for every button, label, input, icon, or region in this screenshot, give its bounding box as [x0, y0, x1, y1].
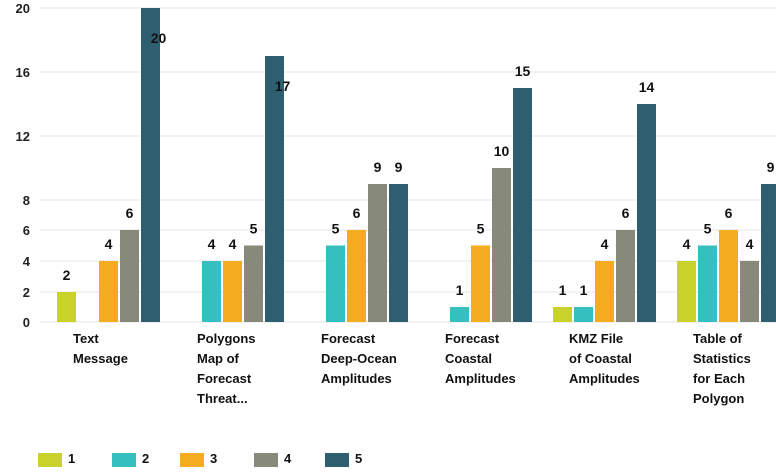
bar: [265, 56, 284, 322]
category-label: Forecast: [445, 331, 500, 346]
category-label: KMZ File: [569, 331, 623, 346]
data-label: 4: [105, 236, 113, 252]
legend-swatch: [180, 453, 204, 467]
category-label: Table of: [693, 331, 743, 346]
category-label: Coastal: [445, 351, 492, 366]
bar: [698, 245, 717, 322]
y-tick-label: 6: [23, 223, 30, 238]
data-label: 9: [395, 159, 403, 175]
category-label: Deep-Ocean: [321, 351, 397, 366]
data-label: 5: [704, 221, 712, 237]
data-label: 17: [275, 78, 291, 94]
bar: [574, 307, 593, 322]
data-label: 6: [353, 205, 361, 221]
data-label: 5: [332, 221, 340, 237]
data-label: 2: [63, 267, 71, 283]
data-label: 9: [374, 159, 382, 175]
category-label: Map of: [197, 351, 240, 366]
bar: [719, 230, 738, 322]
y-tick-label: 0: [23, 315, 30, 330]
bar: [595, 261, 614, 322]
legend-swatch: [325, 453, 349, 467]
data-label: 4: [746, 236, 754, 252]
legend-label: 5: [355, 451, 362, 466]
bar: [553, 307, 572, 322]
legend-swatch: [38, 453, 62, 467]
bar: [244, 245, 263, 322]
bar: [326, 245, 345, 322]
bar: [389, 184, 408, 322]
bar: [368, 184, 387, 322]
data-label: 4: [683, 236, 691, 252]
bar: [57, 292, 76, 322]
category-label: Statistics: [693, 351, 751, 366]
data-label: 4: [601, 236, 609, 252]
bar: [99, 261, 118, 322]
bar: [202, 261, 221, 322]
data-label: 6: [622, 205, 630, 221]
bar: [141, 8, 160, 322]
y-tick-label: 4: [23, 254, 31, 269]
y-tick-label: 8: [23, 193, 30, 208]
bar: [120, 230, 139, 322]
data-label: 6: [126, 205, 134, 221]
data-label: 1: [559, 282, 567, 298]
data-label: 10: [494, 143, 510, 159]
data-label: 9: [767, 159, 775, 175]
bar: [347, 230, 366, 322]
category-label: Message: [73, 351, 128, 366]
legend-label: 1: [68, 451, 75, 466]
bar: [471, 245, 490, 322]
data-label: 5: [250, 221, 258, 237]
bar: [513, 88, 532, 322]
bar: [740, 261, 759, 322]
category-label: Forecast: [321, 331, 376, 346]
bar: [616, 230, 635, 322]
data-label: 15: [515, 63, 531, 79]
category-label: Amplitudes: [569, 371, 640, 386]
legend-label: 4: [284, 451, 292, 466]
category-label: Text: [73, 331, 99, 346]
data-label: 4: [208, 236, 216, 252]
y-tick-label: 20: [16, 1, 30, 16]
category-label: Amplitudes: [445, 371, 516, 386]
data-label: 5: [477, 221, 485, 237]
y-tick-label: 2: [23, 285, 30, 300]
y-tick-label: 16: [16, 65, 30, 80]
bar: [677, 261, 696, 322]
category-label: Forecast: [197, 371, 252, 386]
bar: [450, 307, 469, 322]
data-label: 1: [456, 282, 464, 298]
category-label: for Each: [693, 371, 745, 386]
legend-swatch: [254, 453, 278, 467]
data-label: 6: [725, 205, 733, 221]
data-label: 4: [229, 236, 237, 252]
legend-label: 2: [142, 451, 149, 466]
bar: [492, 168, 511, 322]
data-label: 1: [580, 282, 588, 298]
bar: [223, 261, 242, 322]
category-label: Polygon: [693, 391, 744, 406]
category-label: Threat...: [197, 391, 248, 406]
category-label: Polygons: [197, 331, 256, 346]
bar: [761, 184, 776, 322]
y-tick-label: 12: [16, 129, 30, 144]
legend-swatch: [112, 453, 136, 467]
category-label: Amplitudes: [321, 371, 392, 386]
bar: [637, 104, 656, 322]
data-label: 20: [151, 30, 167, 46]
legend-label: 3: [210, 451, 217, 466]
category-label: of Coastal: [569, 351, 632, 366]
data-label: 14: [639, 79, 655, 95]
